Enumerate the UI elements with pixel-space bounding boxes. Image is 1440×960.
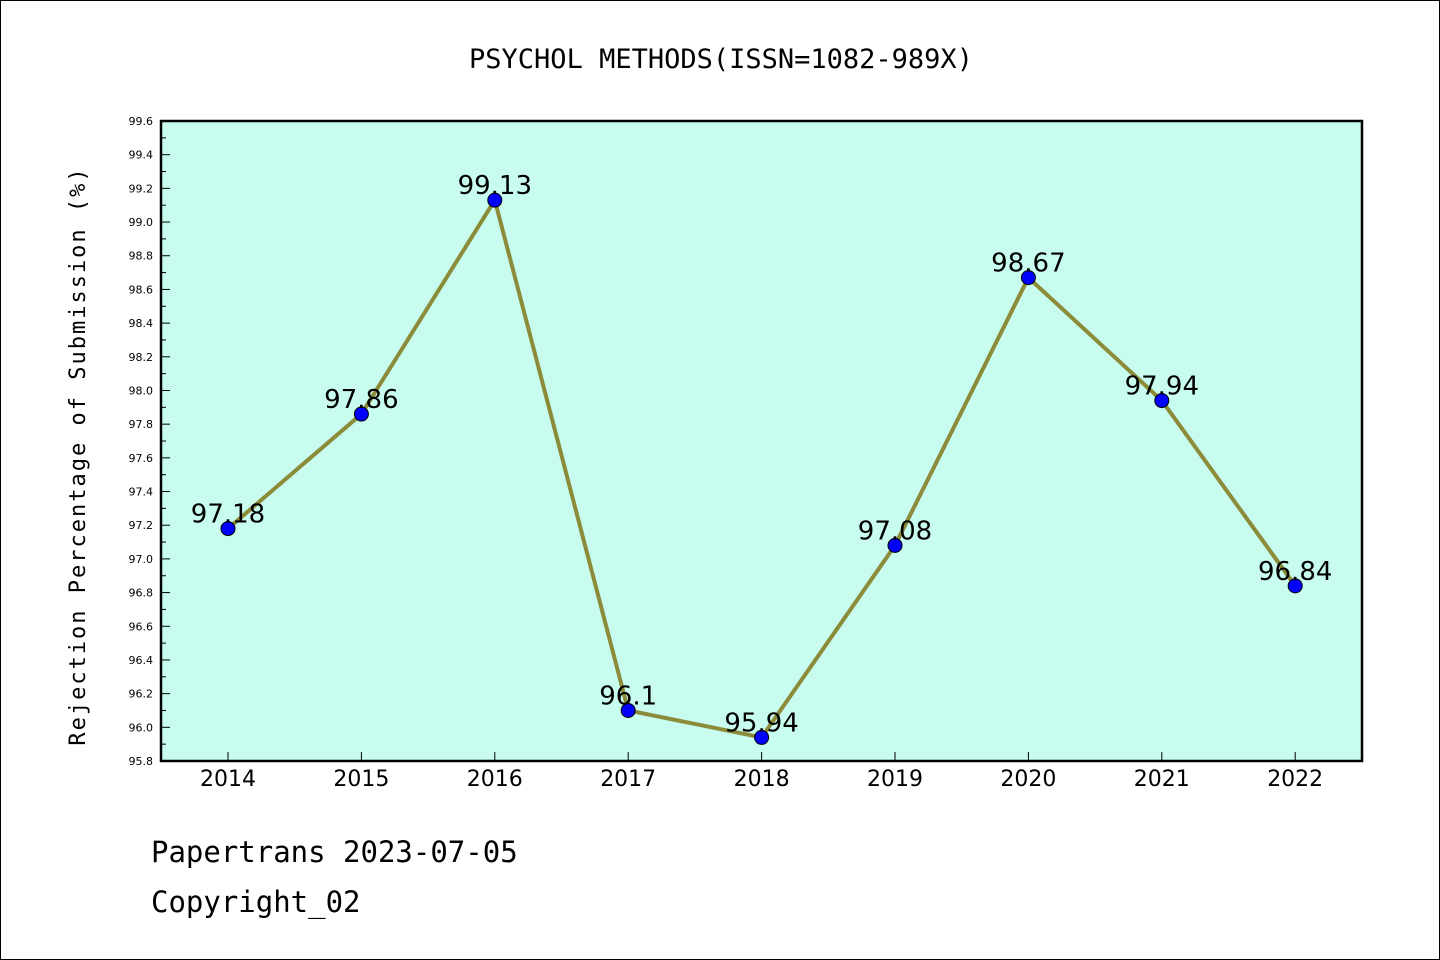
- data-label: 96.84: [1258, 557, 1332, 587]
- data-label: 97.86: [324, 385, 398, 415]
- chart-title: PSYCHOL METHODS(ISSN=1082-989X): [469, 44, 973, 75]
- footer-copyright: Copyright_02: [151, 885, 361, 919]
- data-label: 97.08: [858, 516, 932, 546]
- y-tick-label: 97.4: [129, 486, 154, 499]
- y-tick-label: 96.4: [129, 654, 154, 667]
- y-tick-label: 97.2: [129, 519, 154, 532]
- y-tick-label: 96.6: [129, 620, 154, 633]
- data-point: [1020, 270, 1036, 286]
- data-point: [1287, 578, 1303, 594]
- data-label: 96.1: [599, 681, 657, 711]
- data-markers: [220, 192, 1303, 745]
- axis-ticks: [161, 120, 1296, 762]
- data-point: [620, 702, 636, 718]
- x-tick-labels: 2014 2015 2016 2017 2018 2019 2020 2021 2022: [200, 767, 1323, 792]
- data-label: 98.67: [991, 249, 1065, 279]
- data-point: [1154, 393, 1170, 409]
- y-tick-label: 95.8: [129, 755, 154, 768]
- y-tick-label: 98.4: [129, 317, 154, 330]
- x-tick-label: 2021: [1134, 767, 1190, 792]
- data-point: [220, 521, 236, 537]
- data-point: [754, 729, 770, 745]
- y-tick-label: 98.0: [129, 384, 154, 397]
- y-tick-label: 97.0: [129, 553, 154, 566]
- y-tick-label: 98.8: [129, 250, 154, 263]
- y-tick-labels: 95.8 96.0 96.2 96.4 96.6 96.8 97.0 97.2 97.4 97.6…: [129, 115, 154, 768]
- data-point: [887, 537, 903, 553]
- x-tick-label: 2017: [600, 767, 656, 792]
- x-tick-label: 2020: [1000, 767, 1056, 792]
- data-label: 95.94: [724, 708, 798, 738]
- y-tick-label: 97.8: [129, 418, 154, 431]
- x-tick-label: 2022: [1267, 767, 1323, 792]
- data-point: [487, 192, 503, 208]
- data-label: 97.94: [1125, 372, 1199, 402]
- y-tick-label: 99.0: [129, 216, 154, 229]
- y-tick-label: 99.6: [129, 115, 154, 128]
- x-tick-label: 2018: [734, 767, 790, 792]
- footer-date: Papertrans 2023-07-05: [151, 835, 518, 869]
- data-point: [353, 406, 369, 422]
- y-axis-label: Rejection Percentage of Submission (%): [66, 166, 91, 745]
- x-tick-label: 2015: [333, 767, 389, 792]
- y-tick-label: 98.6: [129, 283, 154, 296]
- y-tick-label: 96.8: [129, 587, 154, 600]
- y-tick-label: 98.2: [129, 351, 154, 364]
- y-tick-label: 99.2: [129, 182, 154, 195]
- x-tick-label: 2014: [200, 767, 256, 792]
- y-tick-label: 99.4: [129, 149, 154, 162]
- data-labels: 97.18 97.86 99.13 96.1 95.94 97.08 98.67 97.94 9…: [191, 171, 1333, 738]
- y-tick-label: 97.6: [129, 452, 154, 465]
- x-tick-label: 2016: [467, 767, 523, 792]
- x-tick-label: 2019: [867, 767, 923, 792]
- plot-area: [159, 119, 1364, 763]
- y-tick-label: 96.0: [129, 721, 154, 734]
- data-label: 97.18: [191, 500, 265, 530]
- data-label: 99.13: [458, 171, 532, 201]
- y-tick-label: 96.2: [129, 688, 154, 701]
